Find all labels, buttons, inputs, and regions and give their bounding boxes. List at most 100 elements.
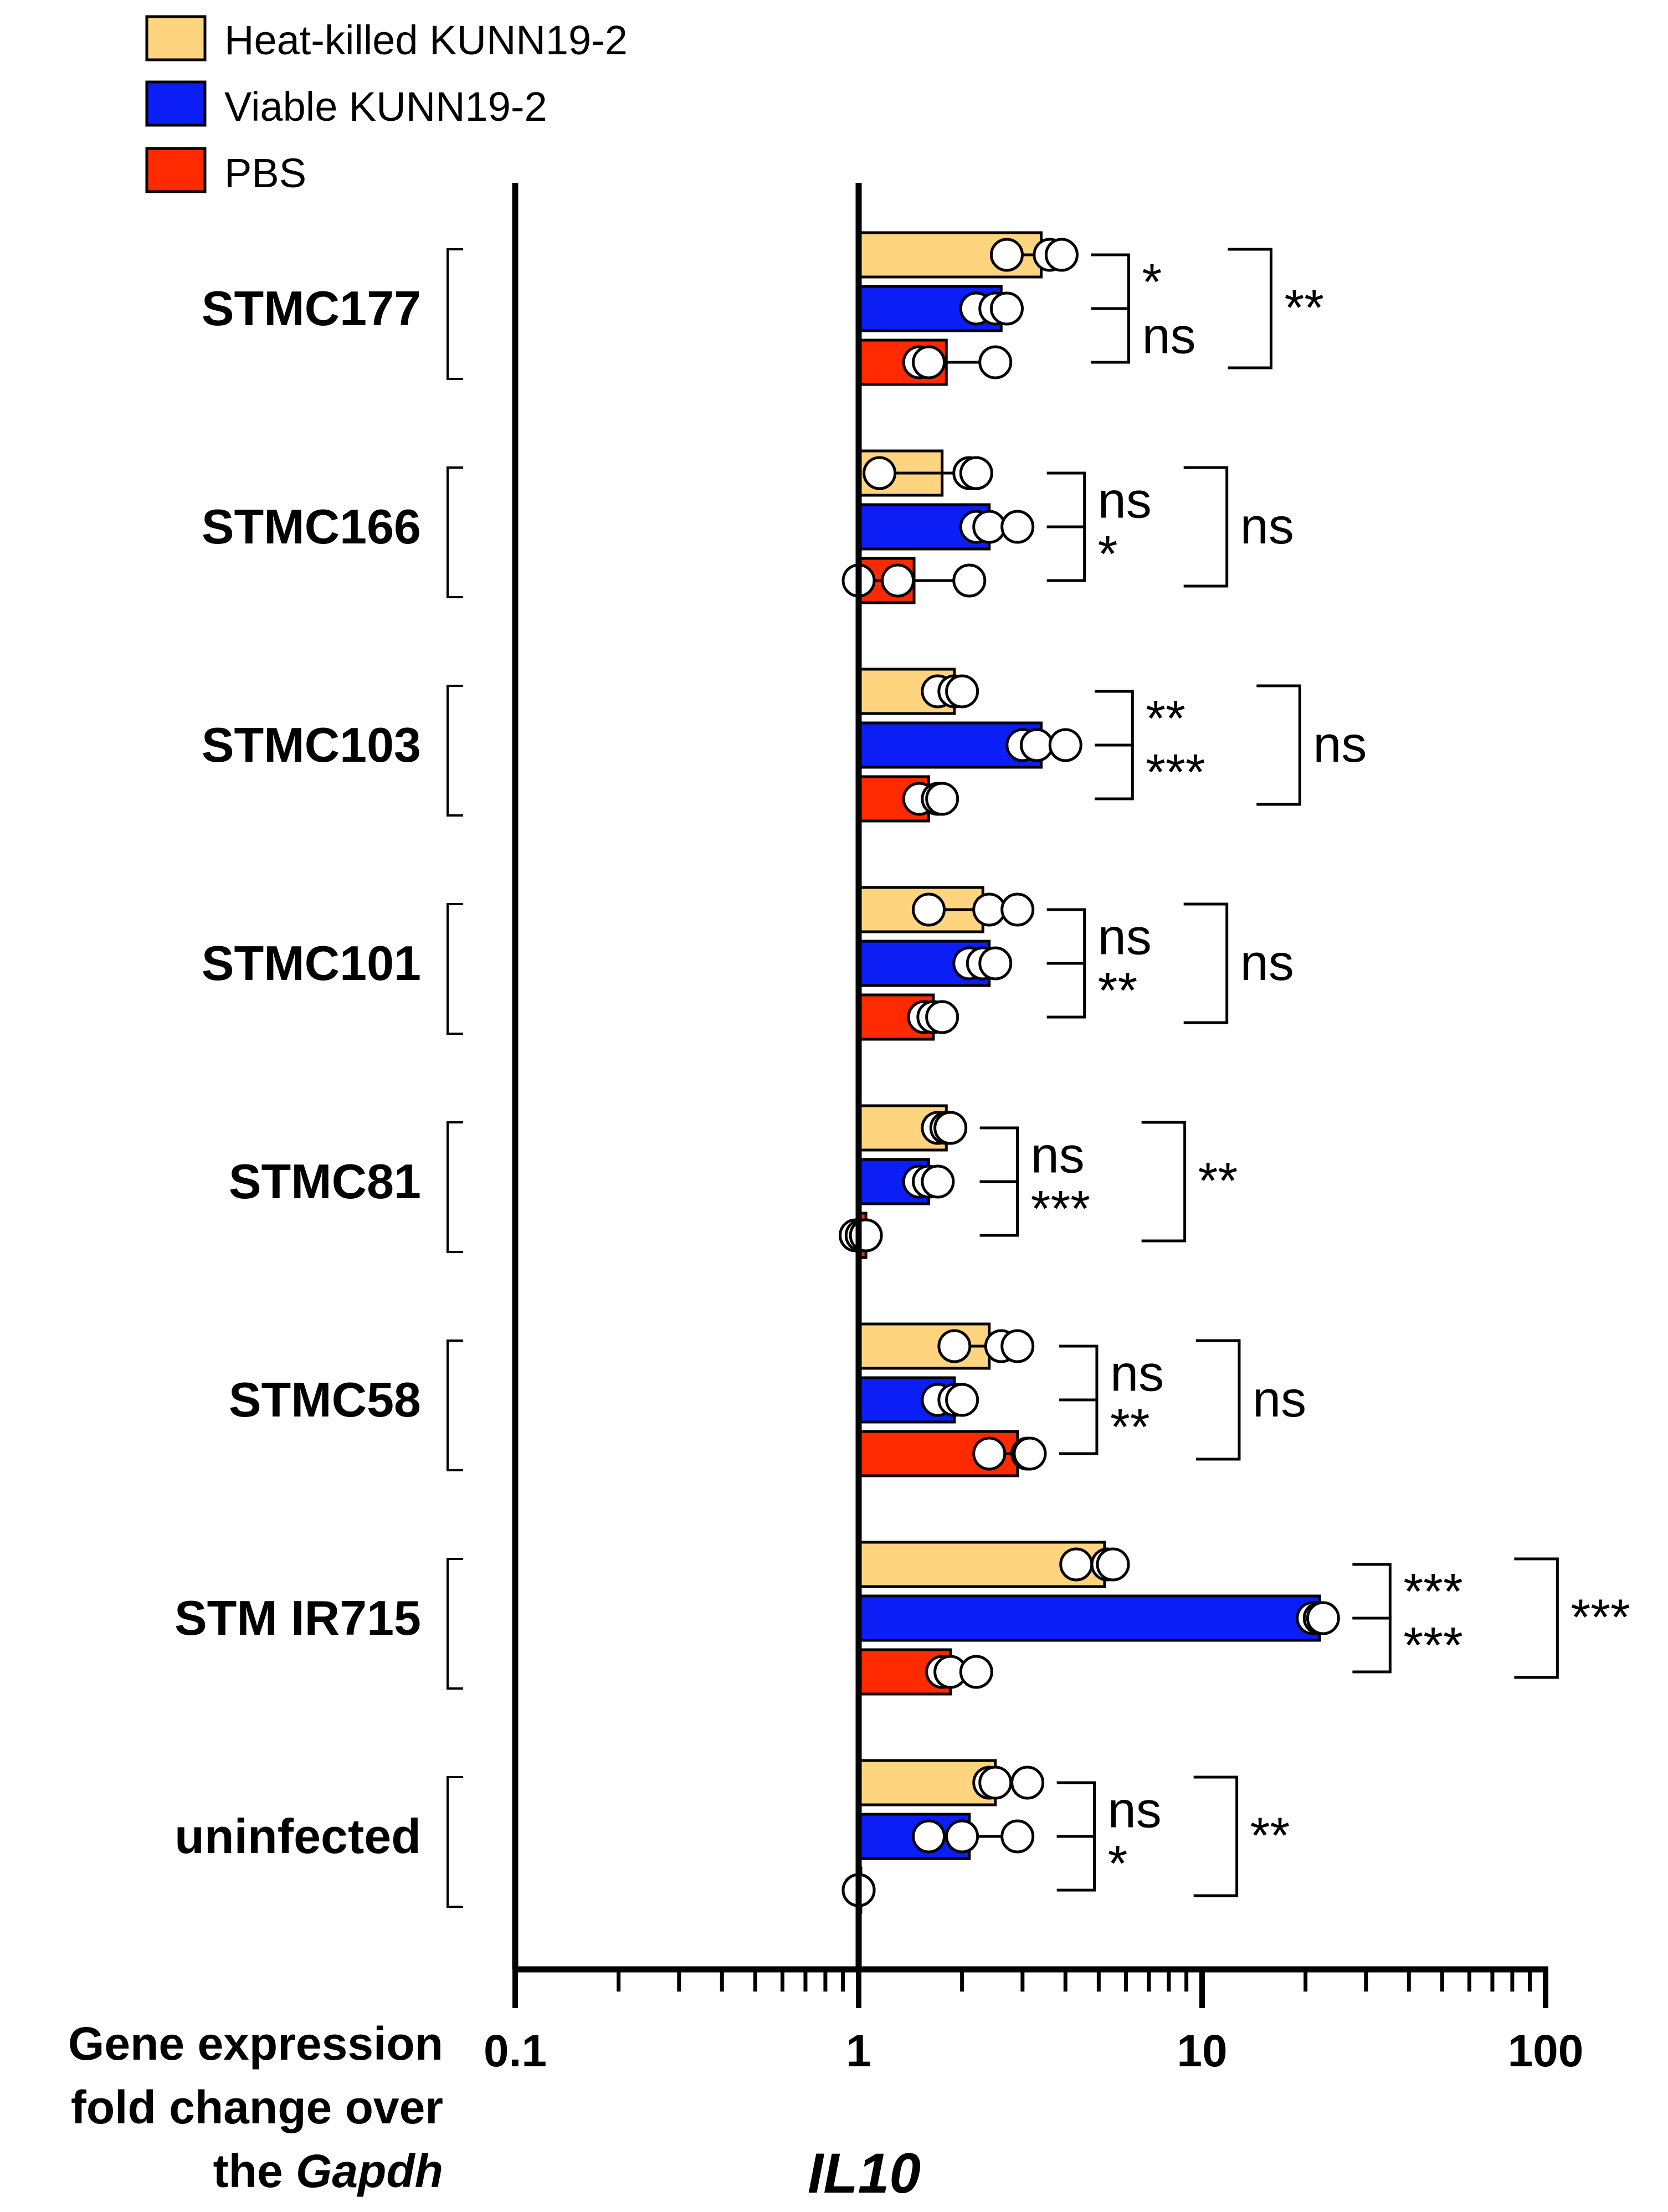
data-point — [1059, 1547, 1094, 1582]
data-point — [959, 1655, 993, 1689]
sig-bracket-outer — [1514, 1557, 1559, 1679]
y-axis-title: Gene expression fold change over the Gap… — [68, 2018, 443, 2197]
y-title-line-1: Gene expression — [68, 2018, 443, 2070]
data-point — [921, 1164, 955, 1199]
sig-bracket — [1059, 1398, 1099, 1455]
x-tick-label: 10 — [1177, 2026, 1227, 2076]
data-point — [978, 946, 1013, 981]
data-point — [937, 1329, 972, 1363]
data-point — [972, 892, 1007, 927]
sig-bracket — [979, 1180, 1019, 1237]
data-point — [989, 238, 1024, 272]
group-label: STMC81 — [229, 1154, 421, 1209]
sig-bracket-outer — [1256, 684, 1301, 806]
sig-bracket-outer — [1183, 466, 1229, 588]
legend-label-pbs: PBS — [224, 150, 306, 196]
data-point — [978, 345, 1013, 379]
legend: Heat-killed KUNN19-2 Viable KUNN19-2 PBS — [145, 15, 628, 196]
legend-swatch-heat — [145, 15, 207, 61]
sig-bracket — [1046, 962, 1086, 1019]
legend-label-viable: Viable KUNN19-2 — [224, 84, 547, 130]
sig-label: ns — [1110, 1346, 1164, 1402]
sig-bracket — [1352, 1563, 1392, 1620]
group-stmc103: STMC103 ***** ns — [202, 668, 1367, 823]
sig-label-outer: ** — [1198, 1153, 1238, 1209]
sig-bracket — [1059, 1344, 1099, 1402]
sig-label: *** — [1031, 1181, 1090, 1238]
group-uninfected: uninfected ns* ** — [175, 1759, 1290, 1914]
bar-viable — [857, 1594, 1321, 1642]
sig-bracket-outer — [1141, 1121, 1187, 1243]
group-label: STMC103 — [202, 717, 421, 772]
sig-bracket — [1046, 525, 1086, 582]
sig-label: ns — [1098, 909, 1152, 966]
sig-label-outer: ** — [1284, 280, 1324, 336]
data-point — [1306, 1601, 1340, 1635]
x-tick-label: 1 — [846, 2026, 871, 2076]
group-bracket — [446, 1558, 463, 1690]
data-point — [1044, 238, 1079, 272]
group-bracket — [446, 1776, 463, 1908]
sig-label: *** — [1403, 1618, 1462, 1674]
sig-bracket — [1352, 1616, 1392, 1674]
data-point — [978, 1766, 1013, 1800]
sig-bracket-outer — [1195, 1339, 1241, 1461]
x-axis-title: IL10 — [808, 2142, 921, 2205]
group-stmc81: STMC81 ns*** ** — [229, 1104, 1238, 1259]
sig-label: ** — [1110, 1399, 1150, 1456]
group-bracket — [446, 903, 463, 1035]
data-point — [1096, 1547, 1130, 1582]
sig-label: * — [1142, 254, 1162, 311]
group-bracket — [446, 685, 463, 817]
sig-label-outer: ns — [1240, 935, 1294, 991]
data-point — [945, 1819, 979, 1854]
group-stmc58: STMC58 ns** ns — [229, 1322, 1306, 1477]
data-point — [912, 892, 946, 927]
group-bracket — [446, 248, 463, 380]
sig-bracket-outer — [1193, 1775, 1239, 1897]
data-point — [945, 1383, 979, 1417]
sig-bracket — [1091, 307, 1130, 364]
group-label: STMC166 — [202, 499, 421, 554]
group-label: STMC101 — [202, 936, 421, 990]
group-label: uninfected — [175, 1809, 421, 1864]
group-bracket — [446, 1339, 463, 1471]
sig-label-outer: ns — [1313, 716, 1367, 773]
data-point — [1013, 1436, 1047, 1471]
sig-label-outer: ** — [1250, 1808, 1290, 1864]
sig-label-outer: ns — [1240, 498, 1294, 555]
data-point — [912, 1819, 946, 1854]
sig-label: ** — [1098, 963, 1138, 1019]
sig-label-outer: ns — [1253, 1371, 1306, 1428]
sig-label: *** — [1403, 1564, 1462, 1620]
group-bracket — [446, 466, 463, 598]
data-point — [1000, 1329, 1035, 1363]
sig-bracket — [979, 1126, 1019, 1183]
data-point — [925, 1000, 959, 1034]
data-point — [1000, 1819, 1035, 1854]
data-point — [952, 563, 987, 598]
x-tick-label: 100 — [1508, 2026, 1584, 2076]
sig-label: ns — [1031, 1127, 1085, 1184]
group-stmc177: STMC177 *ns ** — [202, 231, 1324, 386]
y-title-gapdh: Gapdh — [296, 2145, 443, 2197]
sig-bracket — [1091, 253, 1130, 310]
sig-bracket — [1056, 1781, 1096, 1838]
y-title-the: the — [213, 2145, 296, 2197]
sig-label: * — [1108, 1836, 1128, 1892]
group-stm-ir715: STM IR715 ****** *** — [175, 1541, 1630, 1696]
data-point — [945, 674, 979, 709]
group-stmc101: STMC101 ns** ns — [202, 886, 1294, 1041]
x-tick-label: 0.1 — [484, 2026, 547, 2076]
group-bracket — [446, 1121, 463, 1253]
sig-bracket-outer — [1183, 902, 1229, 1024]
data-point — [933, 1111, 968, 1145]
sig-label: ** — [1146, 691, 1185, 747]
legend-swatch-pbs — [145, 147, 207, 193]
group-stmc166: STMC166 ns* ns — [202, 449, 1294, 604]
group-label: STM IR715 — [175, 1590, 421, 1645]
data-point — [989, 291, 1024, 326]
sig-bracket — [1046, 908, 1086, 965]
